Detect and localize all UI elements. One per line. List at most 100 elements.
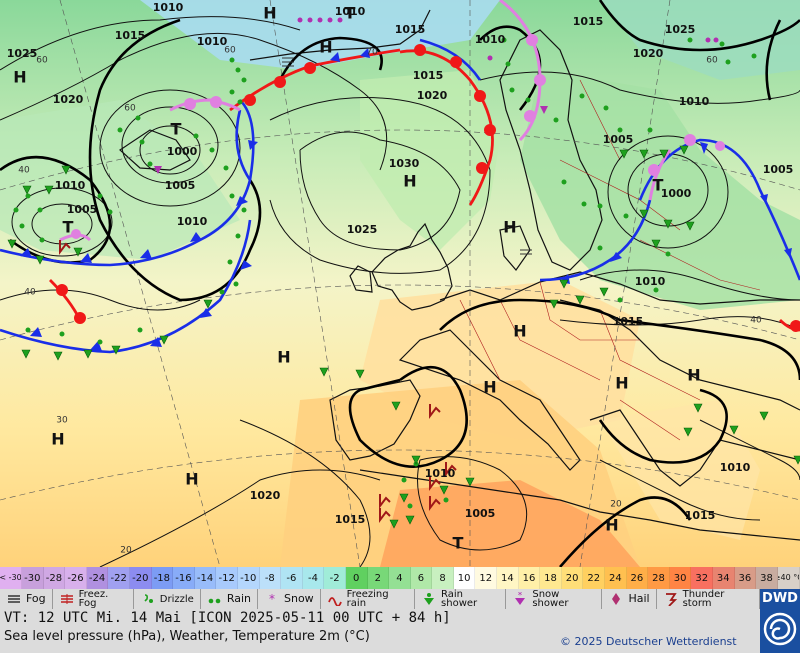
legend-item-hail: Hail (602, 589, 657, 609)
pressure-label: 1010 (55, 179, 86, 192)
legend-item-thunderstorm: Thunder storm (657, 589, 760, 609)
scale-step: 26 (626, 567, 649, 589)
low-pressure-center: T (345, 4, 356, 23)
legend-label: Snow shower (532, 589, 569, 609)
rain-icon (207, 592, 223, 606)
temperature-label: 20 (120, 546, 132, 556)
rain-symbols (13, 37, 757, 509)
legend-label: Snow (283, 592, 314, 605)
pressure-label: 1010 (635, 275, 666, 288)
temperature-label: 40 (18, 166, 30, 176)
graticule (0, 0, 800, 567)
pressure-label: 1010 (177, 215, 208, 228)
scale-step: -6 (281, 567, 303, 589)
legend-label: Fog (26, 592, 46, 605)
pressure-label: 1010 (679, 95, 710, 108)
legend-item-snow: * Snow (258, 589, 321, 609)
high-pressure-center: H (263, 4, 276, 23)
legend-item-fog: Fog (0, 589, 53, 609)
scale-step: 8 (432, 567, 454, 589)
svg-text:*: * (269, 592, 275, 606)
scale-step: -30 (22, 567, 44, 589)
scale-low-end: < -30 (0, 567, 22, 589)
legend-label: Drizzle (159, 593, 194, 605)
high-pressure-center: H (51, 430, 64, 449)
pressure-label: 1005 (763, 163, 794, 176)
pressure-label: 1020 (417, 89, 448, 102)
scale-step: 22 (583, 567, 606, 589)
temperature-label: 40 (750, 316, 762, 326)
pressure-label: 1010 (475, 33, 506, 46)
rain-shower-icon (421, 592, 437, 606)
dwd-logo: DWD (760, 589, 800, 653)
pressure-label: 1015 (335, 513, 366, 526)
scale-step: -26 (65, 567, 87, 589)
pressure-label: 1025 (665, 23, 696, 36)
legend-item-freezing-fog: Freez. Fog (53, 589, 134, 609)
legend-item-rain-shower: Rain shower (415, 589, 507, 609)
pressure-label: 1010 (425, 467, 456, 480)
bold-isobars (0, 0, 800, 567)
scale-step: 32 (691, 567, 713, 589)
temperature-label: 20 (610, 500, 622, 510)
scale-step: 28 (648, 567, 670, 589)
high-pressure-center: H (319, 38, 332, 57)
thunderstorm-icon (663, 592, 679, 606)
pressure-label: 1005 (165, 179, 196, 192)
high-pressure-center: H (185, 470, 198, 489)
isobars (0, 16, 800, 567)
pressure-label: 1015 (613, 315, 644, 328)
thunderstorm-symbols (59, 240, 457, 523)
high-pressure-center: H (483, 378, 496, 397)
pressure-label: 1015 (115, 29, 146, 42)
pressure-label: 1010 (153, 1, 184, 14)
scale-step: -12 (216, 567, 238, 589)
pressure-label: 1025 (7, 47, 38, 60)
pressure-label: 1005 (465, 507, 496, 520)
scale-step: -20 (129, 567, 152, 589)
snow-shower-icon: * (512, 592, 528, 606)
scale-step: 34 (713, 567, 735, 589)
temperature-label: 70 (366, 48, 378, 58)
pressure-label: 1020 (250, 489, 281, 502)
scale-step: 6 (410, 567, 433, 589)
scale-step: 12 (475, 567, 498, 589)
fog-icon (6, 592, 22, 606)
svg-text:*: * (518, 592, 523, 601)
scale-high-end: ≥40 °C (777, 567, 800, 589)
high-pressure-center: H (605, 516, 618, 535)
freezing-fog-icon (59, 592, 75, 606)
scale-step: -18 (151, 567, 174, 589)
high-pressure-center: H (687, 366, 700, 385)
freezing-rain-icon (327, 592, 343, 606)
temperature-color-scale: < -30 -30 -28 -26 -24 -22 -20 -18 -16 -14 -12 -10 -8… (0, 567, 800, 589)
low-pressure-center: T (653, 176, 664, 195)
temperature-labels: 60 70 60 60 40 40 30 20 20 40 60 (18, 46, 762, 556)
pressure-label: 1010 (197, 35, 228, 48)
scale-step: 0 (345, 567, 368, 589)
pressure-label: 1010 (335, 5, 366, 18)
drizzle-icon (140, 592, 156, 606)
scale-step: 4 (389, 567, 411, 589)
pressure-label: 1020 (633, 47, 664, 60)
pressure-label: 1015 (573, 15, 604, 28)
legend-label: Freez. Fog (78, 589, 109, 609)
legend-label: Freezing rain (346, 589, 389, 609)
scale-step: -16 (173, 567, 195, 589)
scale-step: 36 (734, 567, 757, 589)
pressure-label: 1010 (720, 461, 751, 474)
high-pressure-center: H (615, 374, 628, 393)
scale-step: 38 (756, 567, 778, 589)
low-pressure-center: T (171, 120, 182, 139)
scale-step: 10 (453, 567, 476, 589)
low-pressure-center: T (63, 218, 74, 237)
valid-time: VT: 12 UTC Mi. 14 Mai [ICON 2025-05-11 0… (4, 610, 451, 626)
legend-item-rain: Rain (201, 589, 258, 609)
legend-item-freezing-rain: Freezing rain (321, 589, 416, 609)
pressure-label: 1015 (395, 23, 426, 36)
pressure-label: 1015 (413, 69, 444, 82)
temperature-label: 40 (24, 288, 36, 298)
